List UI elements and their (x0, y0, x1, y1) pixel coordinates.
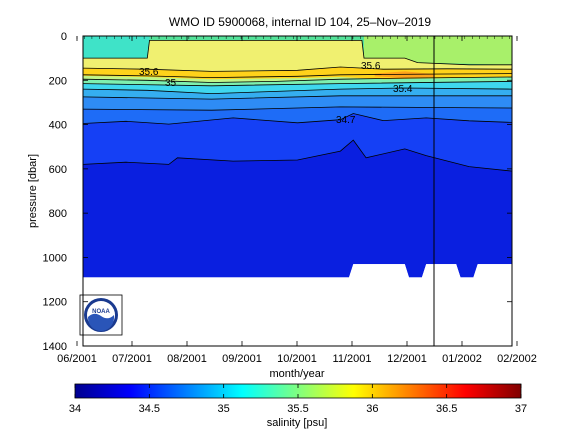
colorbar-ticks: 34 34.5 35 35.5 36 36.5 37 (69, 384, 527, 415)
surface-layer-fresh (363, 36, 512, 65)
contour-line (83, 87, 512, 95)
contour-line (83, 95, 512, 100)
colorbar-label: salinity [psu] (267, 417, 328, 429)
colorbar-tick-label: 36.5 (436, 403, 457, 415)
contour-line (83, 81, 512, 87)
contour-label: 35.4 (393, 84, 413, 95)
salinity-core-peak (374, 71, 435, 79)
y-tick-label: 1400 (43, 341, 67, 353)
contour-label: 35.6 (361, 61, 381, 72)
y-tick-label: 600 (49, 164, 67, 176)
y-tick-label: 0 (61, 31, 67, 43)
y-tick-label: 400 (49, 120, 67, 132)
x-tick-label: 02/2002 (497, 353, 537, 365)
y-tick-label: 800 (49, 208, 67, 220)
chart-title: WMO ID 5900068, internal ID 104, 25–Nov–… (169, 15, 431, 29)
svg-text:NOAA: NOAA (92, 309, 110, 315)
colorbar-tick-label: 36 (366, 403, 378, 415)
x-tick-label: 08/2001 (167, 353, 207, 365)
x-axis: 06/2001 07/2001 08/2001 09/2001 10/2001 11/20… (57, 36, 537, 365)
y-tick-label: 200 (49, 75, 67, 87)
colorbar-tick-label: 34.5 (139, 403, 160, 415)
contour-line (83, 113, 512, 125)
noaa-logo: NOAA (79, 294, 123, 336)
x-tick-label: 12/2001 (387, 353, 427, 365)
x-tick-label: 06/2001 (57, 353, 97, 365)
contour-line (83, 139, 512, 172)
x-axis-label: month/year (269, 368, 324, 380)
x-tick-label: 09/2001 (222, 353, 262, 365)
contour-line (83, 73, 512, 79)
salinity-field (83, 36, 512, 346)
x-tick-label: 11/2001 (333, 353, 372, 365)
contour-line (83, 76, 512, 83)
colorbar-tick-label: 35 (218, 403, 230, 415)
contour-label: 34.7 (336, 115, 356, 126)
colorbar-tick-label: 35.5 (287, 403, 308, 415)
contour-label: 35.6 (139, 67, 159, 78)
y-axis-label: pressure [dbar] (27, 154, 39, 228)
plot-frame (82, 35, 513, 347)
contour-line (83, 40, 512, 66)
y-tick-label: 1000 (43, 252, 67, 264)
salinity-contours (83, 40, 512, 172)
y-tick-label: 1200 (43, 297, 67, 309)
y-axis: 0 200 400 600 800 1000 1200 1400 (43, 31, 512, 353)
colorbar-tick-label: 37 (515, 403, 527, 415)
surface-layer-early (83, 36, 150, 59)
contour-line (83, 106, 512, 111)
colorbar-tick-label: 34 (69, 403, 81, 415)
no-data-region (83, 264, 512, 346)
contour-line (83, 66, 512, 72)
x-tick-label: 07/2001 (112, 353, 152, 365)
x-tick-label: 01/2002 (442, 353, 482, 365)
x-tick-label: 10/2001 (277, 353, 317, 365)
contour-label: 35 (165, 78, 177, 89)
